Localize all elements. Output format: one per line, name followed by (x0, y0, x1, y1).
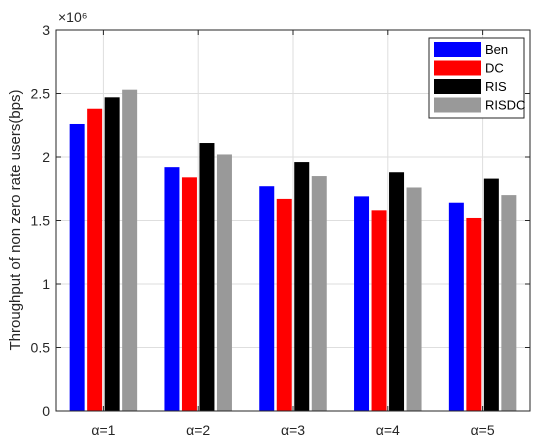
bar-ben (259, 186, 275, 411)
y-exponent: ×10⁶ (58, 9, 88, 25)
bar-ben (164, 167, 180, 411)
y-tick-label: 2 (42, 149, 50, 165)
legend-label-ris: RIS (485, 79, 507, 94)
bar-dc (466, 217, 482, 411)
bar-risdc (311, 176, 327, 411)
legend-swatch-dc (434, 60, 481, 76)
y-tick-label: 0.5 (31, 340, 51, 356)
legend: Ben DC RIS RISDC (428, 37, 525, 119)
x-tick-label: α=3 (281, 422, 305, 438)
x-tick-label: α=2 (186, 422, 210, 438)
x-tick-label: α=4 (376, 422, 400, 438)
bar-dc (87, 108, 103, 412)
y-tick-label: 0 (42, 403, 50, 419)
bar-risdc (216, 154, 232, 411)
y-tick-label: 1.5 (31, 213, 51, 229)
bar-dc (371, 210, 387, 411)
bar-risdc (406, 187, 422, 411)
bar-ris (389, 172, 405, 411)
bar-ris (199, 143, 215, 411)
bar-ben (448, 202, 464, 411)
bar-ben (354, 196, 370, 411)
x-tick-label: α=1 (91, 422, 115, 438)
y-tick-label: 2.5 (31, 86, 51, 102)
bar-ben (69, 123, 85, 411)
axis-ticks: 0 0.5 1 1.5 2 2.5 3 α=1 α=2 α=3 α=4 α=5 (31, 22, 530, 438)
legend-swatch-risdc (434, 97, 481, 113)
bar-ris (104, 97, 120, 411)
y-axis-label: Throughput of non zero rate users(bps) (7, 90, 24, 351)
y-tick-label: 1 (42, 276, 50, 292)
bar-dc (276, 198, 292, 411)
legend-swatch-ben (434, 42, 481, 57)
bar-ris (294, 162, 310, 411)
bars (69, 89, 517, 412)
bar-risdc (122, 89, 138, 411)
bar-ris (483, 178, 499, 411)
legend-swatch-ris (434, 79, 481, 94)
x-tick-label: α=5 (471, 422, 495, 438)
bar-dc (181, 177, 197, 411)
y-tick-label: 3 (42, 22, 50, 38)
legend-label-dc: DC (485, 61, 504, 76)
legend-label-risdc: RISDC (485, 98, 525, 113)
bar-risdc (501, 195, 517, 411)
legend-label-ben: Ben (485, 42, 508, 57)
